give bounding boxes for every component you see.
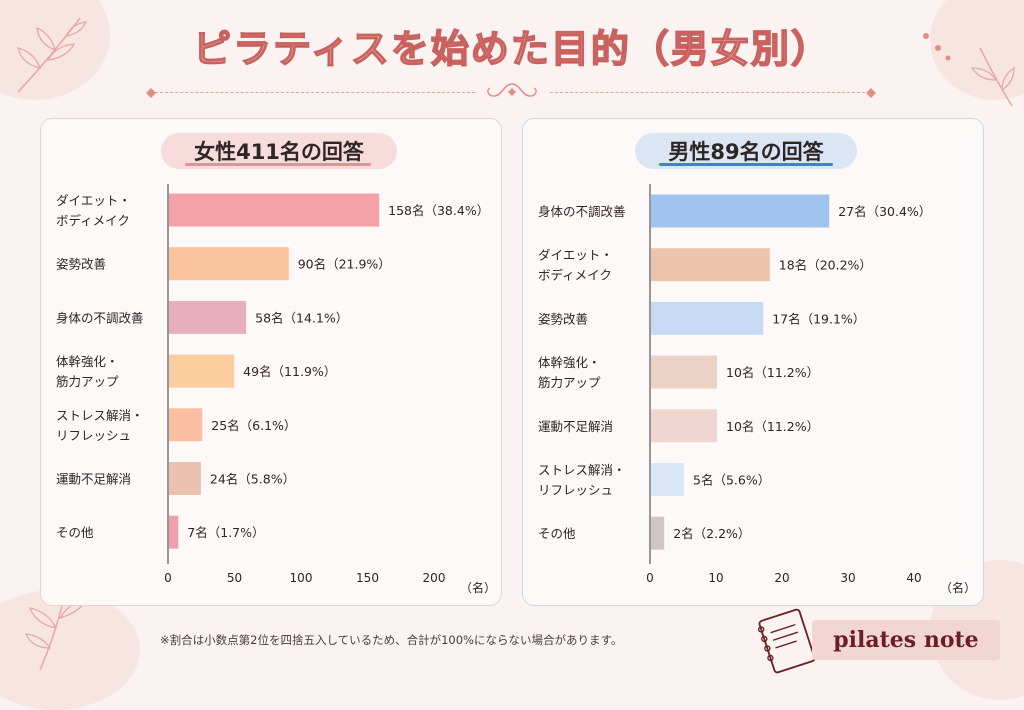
data-label: 158名（38.4%） <box>388 203 489 218</box>
bar <box>169 300 247 334</box>
bar <box>651 409 717 443</box>
diamond-icon <box>146 88 156 98</box>
tick-label: 0 <box>164 571 172 585</box>
notebook-icon <box>757 608 816 674</box>
bar <box>651 301 764 335</box>
x-axis-label: （名） <box>940 580 976 595</box>
tick-label: 100 <box>290 571 313 585</box>
divider-left <box>150 92 475 93</box>
data-label: 10名（11.2%） <box>726 365 819 380</box>
category-label: ストレス解消・リフレッシュ <box>56 408 144 443</box>
category-label: 体幹強化・筋力アップ <box>56 354 119 389</box>
data-label: 10名（11.2%） <box>726 419 819 434</box>
data-label: 7名（1.7%） <box>187 525 264 540</box>
footnote: ※割合は小数点第2位を四捨五入しているため、合計が100%にならない場合がありま… <box>160 633 623 647</box>
category-label: 体幹強化・筋力アップ <box>538 355 601 390</box>
category-label: その他 <box>56 525 94 540</box>
bar <box>651 355 717 389</box>
female-bar-chart: ダイエット・ボディメイク 158名（38.4%） 姿勢改善 90名（21.9%） 身体の… <box>56 184 496 595</box>
category-label: ダイエット・ボディメイク <box>56 193 131 228</box>
leaf-branch-icon <box>17 17 88 93</box>
data-label: 27名（30.4%） <box>838 204 931 219</box>
bar <box>651 463 684 496</box>
data-label: 58名（14.1%） <box>255 310 348 325</box>
bar <box>651 248 770 282</box>
x-axis-label: （名） <box>460 580 496 595</box>
page-title: ピラティスを始めた目的（男女別） <box>192 26 831 72</box>
tick-label: 40 <box>906 571 921 585</box>
bar <box>651 516 665 550</box>
bar <box>169 354 235 388</box>
bar <box>169 515 179 549</box>
category-label: その他 <box>538 526 576 541</box>
data-label: 2名（2.2%） <box>673 526 750 541</box>
data-label: 18名（20.2%） <box>779 258 872 273</box>
female-title-underline <box>185 163 371 166</box>
tick-label: 200 <box>423 571 446 585</box>
tick-label: 20 <box>774 571 789 585</box>
data-label: 5名（5.6%） <box>693 473 770 488</box>
data-label: 24名（5.8%） <box>210 472 295 487</box>
category-label: 運動不足解消 <box>538 419 613 434</box>
category-label: ストレス解消・リフレッシュ <box>538 463 626 498</box>
data-label: 90名（21.9%） <box>298 257 391 272</box>
brand-logo: pilates note <box>812 620 1000 660</box>
bar <box>651 194 830 228</box>
tick-label: 10 <box>708 571 723 585</box>
data-label: 17名（19.1%） <box>772 311 865 326</box>
male-bar-chart: 身体の不調改善 27名（30.4%） ダイエット・ボディメイク 18名（20.2%） 姿… <box>538 184 976 595</box>
dots-icon <box>923 33 951 61</box>
category-label: 姿勢改善 <box>538 311 588 326</box>
data-label: 25名（6.1%） <box>211 418 296 433</box>
leaf-branch-icon <box>970 47 1015 107</box>
bar <box>169 247 289 281</box>
tick-label: 150 <box>356 571 379 585</box>
category-label: 運動不足解消 <box>56 472 131 487</box>
bar <box>169 408 203 442</box>
bar <box>169 462 201 495</box>
male-title-underline <box>659 163 833 166</box>
tick-label: 30 <box>840 571 855 585</box>
tick-label: 0 <box>646 571 654 585</box>
category-label: 姿勢改善 <box>56 257 106 272</box>
category-label: 身体の不調改善 <box>538 204 626 219</box>
diamond-icon <box>866 88 876 98</box>
data-label: 49名（11.9%） <box>243 364 336 379</box>
category-label: ダイエット・ボディメイク <box>538 248 613 283</box>
divider-right <box>550 92 870 93</box>
ornament-icon <box>487 83 537 97</box>
category-label: 身体の不調改善 <box>56 310 144 325</box>
bar <box>169 193 380 227</box>
tick-label: 50 <box>227 571 242 585</box>
